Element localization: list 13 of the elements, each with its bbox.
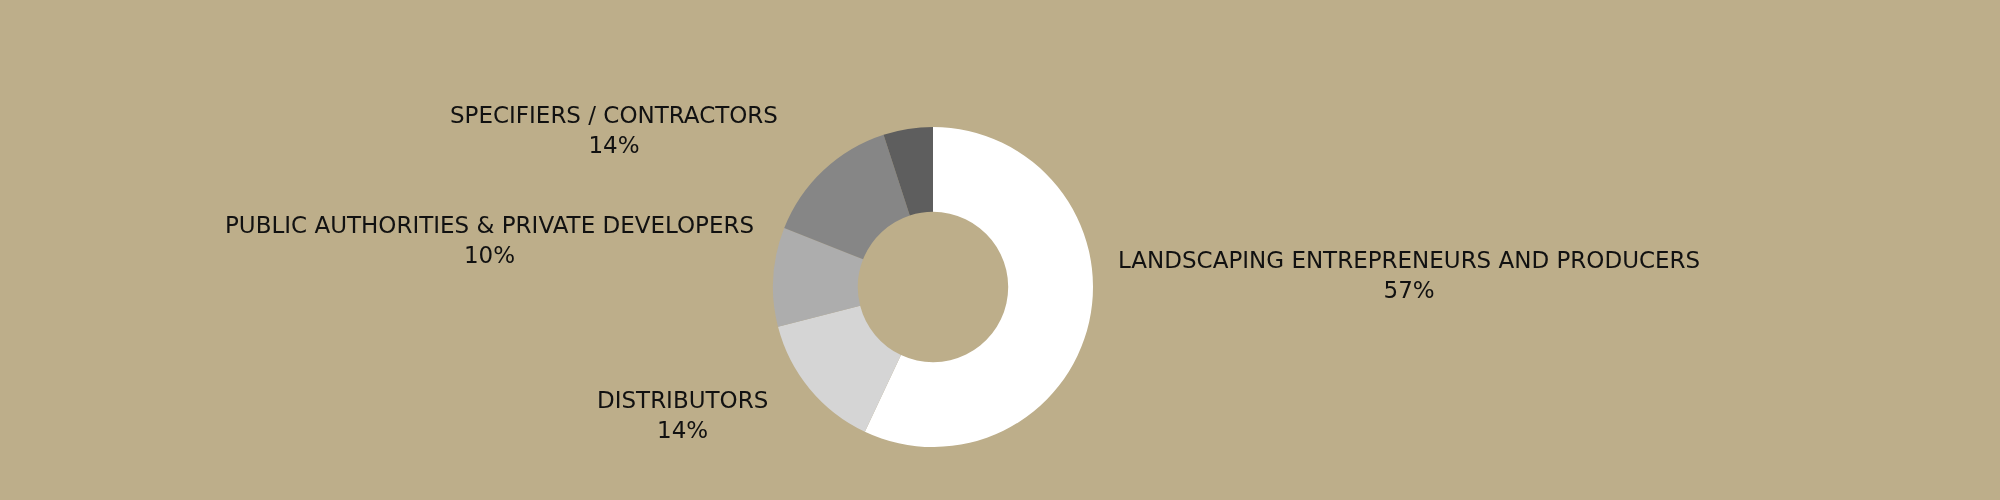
donut-slice [883,127,933,216]
donut-slice [773,228,864,327]
slice-label: SPECIFIERS / CONTRACTORS [450,102,778,128]
donut-slice [864,127,1093,447]
data-label: 10% [463,241,516,268]
donut-slice [784,134,910,260]
data-label: 57% [1383,276,1435,303]
data-label: 14% [588,131,640,158]
slice-label: LANDSCAPING ENTREPRENEURS AND PRODUCERS [1118,247,1701,273]
slice-label: DISTRIBUTORS [597,387,769,413]
slice-label: PUBLIC AUTHORITIES & PRIVATE DEVELOPERS [225,212,755,238]
data-label: 14% [657,416,709,443]
donut-slice [778,305,901,432]
